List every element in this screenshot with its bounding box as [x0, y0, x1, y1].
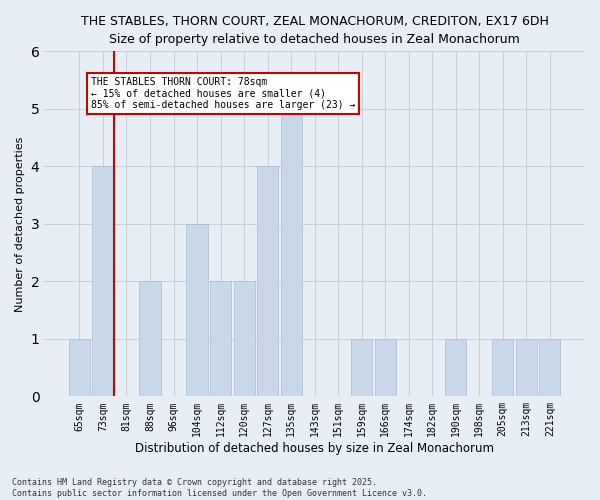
Title: THE STABLES, THORN COURT, ZEAL MONACHORUM, CREDITON, EX17 6DH
Size of property r: THE STABLES, THORN COURT, ZEAL MONACHORU… [81, 15, 548, 46]
Bar [374, 339, 396, 396]
Bar [210, 282, 231, 397]
Bar [539, 339, 560, 396]
Bar [516, 339, 537, 396]
Text: Contains HM Land Registry data © Crown copyright and database right 2025.
Contai: Contains HM Land Registry data © Crown c… [12, 478, 427, 498]
Bar [351, 339, 372, 396]
Bar [187, 224, 208, 396]
Bar [257, 166, 278, 396]
Bar [69, 339, 90, 396]
Bar [92, 166, 113, 396]
Bar [492, 339, 514, 396]
Y-axis label: Number of detached properties: Number of detached properties [15, 136, 25, 312]
X-axis label: Distribution of detached houses by size in Zeal Monachorum: Distribution of detached houses by size … [135, 442, 494, 455]
Bar [445, 339, 466, 396]
Bar [233, 282, 254, 397]
Text: THE STABLES THORN COURT: 78sqm
← 15% of detached houses are smaller (4)
85% of s: THE STABLES THORN COURT: 78sqm ← 15% of … [91, 77, 356, 110]
Bar [281, 109, 302, 397]
Bar [139, 282, 161, 397]
